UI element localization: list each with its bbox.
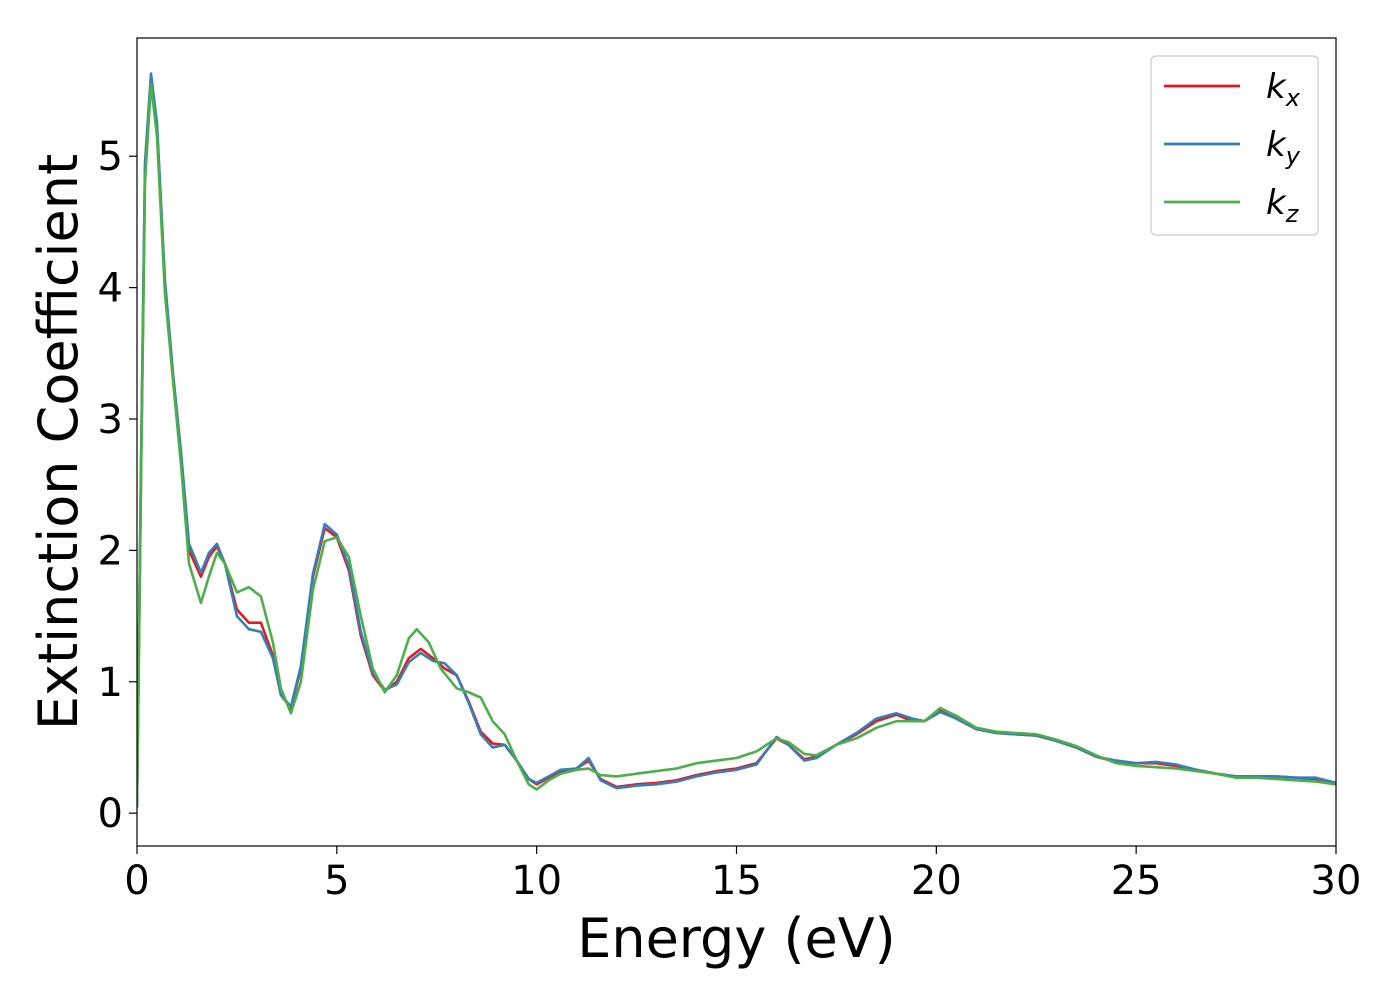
x-tick-label: 0 (124, 858, 149, 904)
legend-label-kz: kz (1266, 183, 1300, 228)
legend-label-ky: ky (1266, 125, 1301, 170)
plot-area (137, 72, 1336, 808)
x-tick-label: 30 (1311, 858, 1362, 904)
x-axis-title: Energy (eV) (577, 907, 896, 970)
y-tick-label: 4 (98, 266, 123, 312)
legend-box (1150, 55, 1319, 236)
legend: kx ky kz (1150, 55, 1319, 236)
x-tick-label: 15 (711, 858, 762, 904)
legend-label-kx: kx (1266, 67, 1301, 112)
x-tick-label: 5 (324, 858, 349, 904)
series-line-kz (137, 82, 1336, 808)
y-tick-label: 0 (98, 791, 123, 837)
x-tick-label: 25 (1111, 858, 1162, 904)
x-tick-label: 20 (911, 858, 962, 904)
y-tick-label: 3 (98, 397, 123, 443)
y-axis-title: Extinction Coefficient (27, 154, 90, 730)
axes: 0 5 10 15 20 25 30 0 1 2 3 4 5 (98, 37, 1362, 904)
y-tick-label: 1 (98, 660, 123, 706)
y-tick-label: 5 (98, 134, 123, 180)
x-tick-label: 10 (511, 858, 562, 904)
y-tick-label: 2 (98, 528, 123, 574)
